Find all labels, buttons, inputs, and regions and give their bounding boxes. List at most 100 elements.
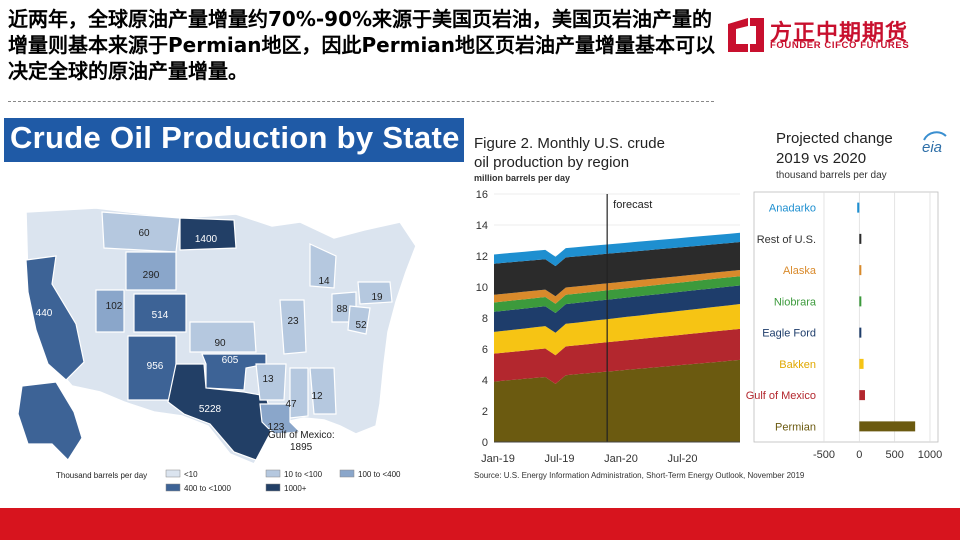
state-arkansas: [255, 363, 287, 401]
bar-plot-frame: [753, 191, 939, 443]
state-value-north-dakota: 1400: [195, 234, 218, 245]
state-value-alabama: 12: [311, 391, 323, 402]
area-xtick-1: Jul-19: [545, 453, 575, 465]
state-value-pennsylvania: 19: [371, 292, 383, 303]
area-ytick-2: 4: [482, 375, 488, 387]
bar-xtick-3: 1000: [918, 449, 942, 461]
state-west-virginia: [347, 305, 371, 335]
state-california: [25, 255, 85, 381]
bar-xtick-0: -500: [813, 449, 835, 461]
area-chart-title-line2: oil production by region: [474, 154, 629, 171]
footer-bar: [0, 508, 960, 540]
map-panel: Crude Oil Production by State 440 449 60 14…: [4, 118, 464, 496]
logo-mark-icon: [728, 18, 764, 52]
source-note: Source: U.S. Energy Information Administ…: [474, 471, 805, 480]
area-ytick-8: 16: [476, 189, 488, 201]
bar-alaska: [859, 265, 862, 276]
state-kansas: [189, 321, 257, 353]
bar-gulf-of-mexico: [859, 390, 865, 401]
bar-label-niobrara: Niobrara: [774, 296, 817, 308]
bar-bakken: [859, 358, 864, 369]
bar-label-gulf-of-mexico: Gulf of Mexico: [746, 390, 816, 402]
state-shapes: [17, 207, 417, 465]
eia-figure: Figure 2. Monthly U.S. crude oil product…: [468, 120, 958, 496]
state-texas: [167, 363, 275, 461]
area-series-gulf-of-mexico: [494, 328, 740, 384]
state-value-louisiana: 123: [268, 422, 285, 433]
area-xtick-3: Jul-20: [668, 453, 698, 465]
area-series-bakken: [494, 304, 740, 356]
state-value-west-virginia: 52: [355, 320, 367, 331]
forecast-label: forecast: [613, 199, 652, 211]
state-louisiana: [259, 403, 302, 435]
eia-logo-icon: eia: [922, 131, 947, 156]
state-wyoming: [125, 251, 177, 291]
state-utah: [95, 289, 125, 333]
area-series-permian: [494, 359, 740, 442]
bar-label-permian: Permian: [775, 421, 816, 433]
area-series-anadarko: [494, 232, 740, 267]
area-ytick-1: 2: [482, 406, 488, 418]
legend-swatch-1: [265, 469, 281, 478]
bar-label-eagle-ford: Eagle Ford: [762, 328, 816, 340]
state-value-texas: 5228: [199, 404, 222, 415]
area-xtick-2: Jan-20: [604, 453, 638, 465]
legend-label-1: 10 to <100: [284, 470, 323, 479]
legend-swatch-3: [165, 483, 181, 492]
area-xtick-0: Jan-19: [481, 453, 515, 465]
bar-permian: [859, 421, 916, 432]
bar-anadarko: [857, 202, 860, 213]
area-chart-subtitle: million barrels per day: [474, 173, 570, 183]
area-ytick-3: 6: [482, 344, 488, 356]
state-north-dakota: [179, 217, 237, 251]
state-illinois: [279, 299, 307, 355]
area-ytick-6: 12: [476, 251, 488, 263]
state-value-alaska: 449: [42, 453, 59, 464]
legend-swatch-4: [265, 483, 281, 492]
headline-text: 近两年，全球原油产量增量约70%-90%来源于美国页岩油，美国页岩油产量的增量则…: [8, 7, 716, 83]
bar-label-bakken: Bakken: [779, 359, 816, 371]
legend-label-2: 100 to <400: [358, 470, 401, 479]
state-value-arkansas: 13: [262, 374, 274, 385]
bar-label-rest-of-u-s: Rest of U.S.: [757, 234, 816, 246]
company-logo: 方正中期期货 FOUNDER CIFCO FUTURES: [726, 16, 948, 56]
legend-label-0: <10: [184, 470, 198, 479]
area-series-eagle-ford: [494, 285, 740, 333]
map-title: Crude Oil Production by State: [10, 120, 460, 155]
area-ytick-4: 8: [482, 313, 488, 325]
eia-charts: Figure 2. Monthly U.S. crude oil product…: [474, 130, 947, 480]
bar-xtick-2: 500: [885, 449, 903, 461]
legend-title: Thousand barrels per day: [56, 471, 147, 480]
state-value-michigan: 14: [318, 276, 330, 287]
state-mississippi: [289, 367, 309, 419]
bar-label-alaska: Alaska: [783, 265, 817, 277]
bar-chart-title-line1: Projected change: [776, 130, 893, 147]
bar-chart-title-line2: 2019 vs 2020: [776, 150, 866, 167]
area-series-niobrara: [494, 276, 740, 313]
gulf-label: Gulf of Mexico:: [268, 430, 335, 441]
bar-chart-subtitle: thousand barrels per day: [776, 170, 887, 181]
state-value-illinois: 23: [287, 316, 299, 327]
state-michigan: [309, 243, 337, 289]
state-value-wyoming: 290: [143, 270, 160, 281]
state-alaska: [17, 381, 83, 461]
state-alabama: [309, 367, 337, 415]
state-labels: 440 449 60 1400 290 102 514 90 956 605 5228 13 47 12 1…: [36, 228, 383, 464]
area-chart-title-line1: Figure 2. Monthly U.S. crude: [474, 135, 665, 152]
area-ytick-0: 0: [482, 437, 488, 449]
logo-name-en: FOUNDER CIFCO FUTURES: [770, 40, 910, 51]
gulf-value: 1895: [290, 442, 313, 453]
area-series-alaska: [494, 270, 740, 304]
map-legend: <10 10 to <100 100 to <400 400 to <1000 1000…: [165, 469, 401, 493]
bar-label-anadarko: Anadarko: [769, 203, 816, 215]
state-value-new-mexico: 956: [147, 361, 164, 372]
bar-chart: -500 0 500 1000 Anadarko Rest of U.S. Alaska Ni…: [746, 191, 942, 461]
area-series-rest-of-u-s: [494, 242, 740, 297]
svg-text:eia: eia: [922, 139, 942, 156]
area-ytick-7: 14: [476, 220, 488, 232]
logo-name-cn: 方正中期期货: [770, 21, 909, 46]
state-value-kansas: 90: [214, 338, 226, 349]
legend-swatch-0: [165, 469, 181, 478]
bar-xtick-1: 0: [856, 449, 862, 461]
state-value-ohio: 88: [336, 304, 348, 315]
